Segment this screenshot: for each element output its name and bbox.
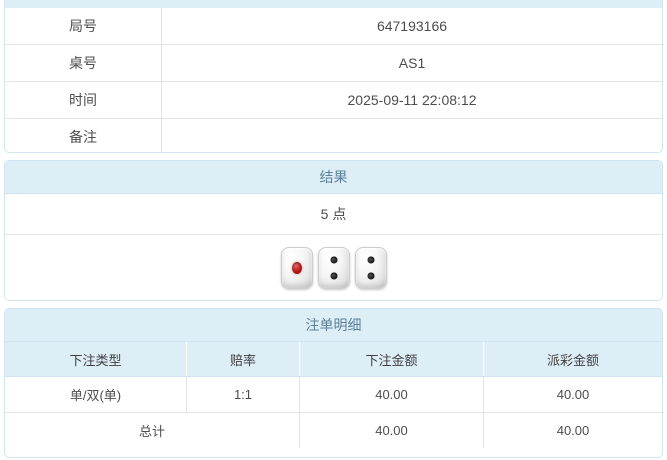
table-row: 局号 647193166 [5, 8, 662, 45]
game-info-table: 局号 647193166 桌号 AS1 时间 2025-09-11 22:08:… [5, 8, 663, 153]
table-row: 时间 2025-09-11 22:08:12 [5, 81, 662, 119]
dice-row [5, 235, 662, 300]
column-header-bet-amount: 下注金额 [299, 342, 484, 377]
cell-total-label: 总计 [5, 412, 300, 448]
table-row: 单/双(单) 1:1 40.00 40.00 [5, 376, 662, 413]
info-value-table-number: AS1 [161, 44, 662, 82]
cell-total-payout-amount: 40.00 [483, 412, 662, 448]
die-1 [280, 247, 313, 289]
info-label-round-number: 局号 [5, 8, 162, 45]
die-pip-black-bottom [367, 272, 374, 280]
die-2 [317, 247, 350, 289]
die-pip-red-center [291, 262, 302, 274]
cell-bet-type: 单/双(单) [5, 376, 187, 413]
bet-detail-title: 注单明细 [5, 309, 662, 342]
column-header-odds: 赔率 [186, 342, 300, 377]
bet-detail-card: 注单明细 下注类型 赔率 下注金额 派彩金额 单/双(单) 1:1 40.00 … [4, 308, 663, 458]
die-3 [354, 247, 387, 289]
info-value-remark [162, 119, 663, 153]
info-value-round-number: 647193166 [161, 8, 662, 45]
result-points-text: 5 点 [5, 194, 662, 235]
cell-total-bet-amount: 40.00 [299, 412, 484, 448]
bet-detail-table: 下注类型 赔率 下注金额 派彩金额 单/双(单) 1:1 40.00 40.00… [5, 342, 662, 448]
table-row: 备注 [5, 118, 663, 153]
info-label-remark: 备注 [5, 118, 162, 152]
result-card-title: 结果 [5, 161, 662, 194]
table-row-total: 总计 40.00 40.00 [5, 412, 662, 448]
game-info-card: 局号 647193166 桌号 AS1 时间 2025-09-11 22:08:… [4, 8, 663, 153]
column-header-bet-type: 下注类型 [5, 342, 187, 377]
table-header-row: 下注类型 赔率 下注金额 派彩金额 [5, 342, 662, 377]
result-card: 结果 5 点 [4, 160, 663, 301]
info-label-table-number: 桌号 [5, 44, 162, 82]
info-label-time: 时间 [5, 81, 162, 119]
column-header-payout-amount: 派彩金额 [483, 342, 662, 377]
table-row: 桌号 AS1 [5, 44, 662, 82]
info-value-time: 2025-09-11 22:08:12 [161, 81, 662, 119]
partial-header-strip [4, 0, 663, 8]
die-pip-black-top [330, 256, 337, 264]
cell-payout-amount: 40.00 [483, 376, 662, 413]
cell-bet-amount: 40.00 [299, 376, 484, 413]
die-pip-black-bottom [330, 272, 337, 280]
die-pip-black-top [367, 256, 374, 264]
cell-odds: 1:1 [186, 376, 300, 413]
